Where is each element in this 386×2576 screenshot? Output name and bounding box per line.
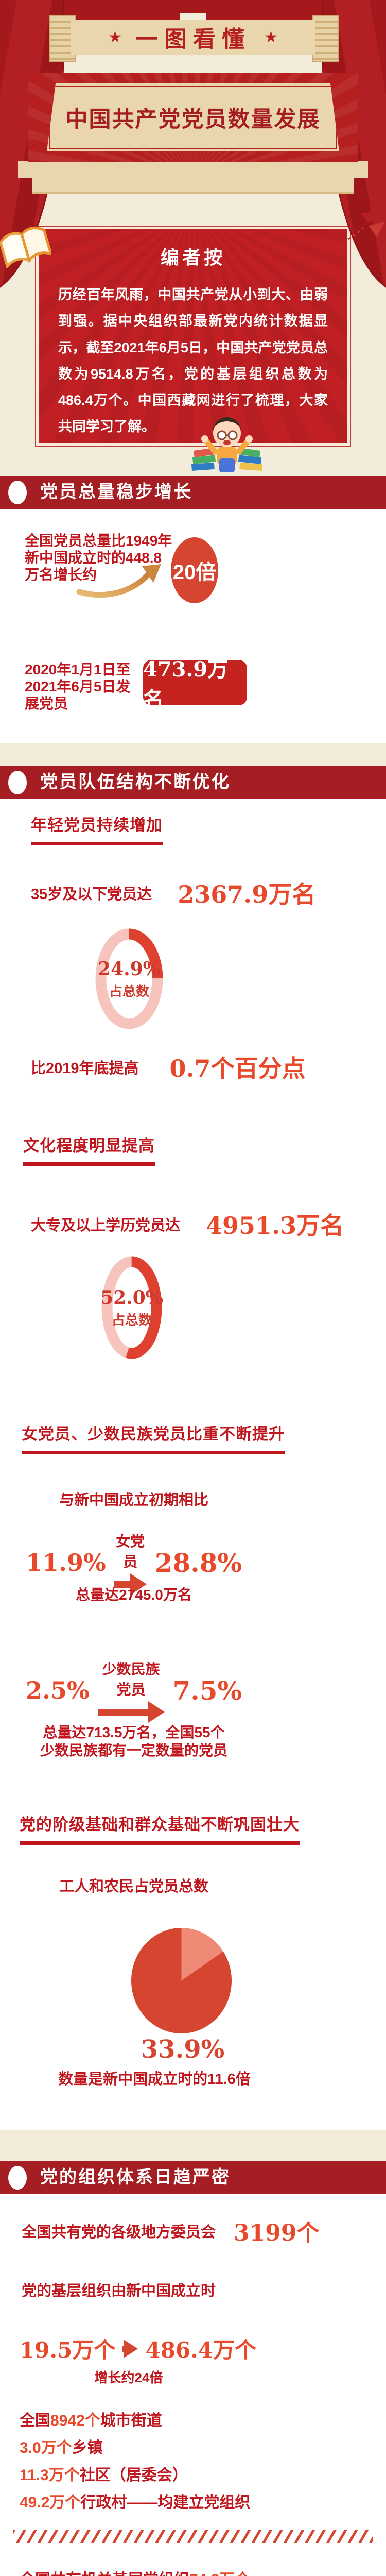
compare-label: 比2019年底提高 — [31, 1060, 139, 1077]
slash-divider — [13, 2530, 373, 2543]
women-from: 11.9% — [26, 1549, 106, 1577]
women-minority-heading: 女党员、少数民族党员比重不断提升 — [22, 1421, 285, 1454]
women-label: 女党员 — [116, 1533, 145, 1570]
workers-farmers-pie-chart — [131, 1928, 232, 2033]
section3-header-bar: 党的组织体系日趋严密 — [0, 2161, 386, 2194]
minority-total: 总量达713.5万名，全国55个 少数民族都有一定数量的党员 — [40, 1724, 227, 1758]
young-members-heading: 年轻党员持续增加 — [31, 812, 163, 845]
hero-badge-text: 一图看懂 — [135, 27, 251, 52]
grassroots-label: 党的基层组织由新中国成立时 — [22, 2283, 216, 2299]
star-icon: ★ — [264, 28, 278, 46]
section2-title: 党员队伍结构不断优化 — [40, 772, 231, 792]
pie-label: 工人和农民占党员总数 — [59, 1878, 208, 1895]
developed-members-label: 2020年1月1日至 2021年6月5日发 展党员 — [25, 662, 131, 712]
arrow-right-icon — [97, 1701, 165, 1723]
section-bullet-icon — [8, 480, 27, 504]
section2-header-bar: 党员队伍结构不断优化 — [0, 766, 386, 799]
pie-percent: 33.9% — [141, 2035, 225, 2064]
coverage-row: 全国8942个城市街道 — [20, 2412, 162, 2429]
editor-note-body: 历经百年风雨，中国共产党从小到大、由弱到强。据中央组织部最新党内统计数据显示，截… — [58, 287, 328, 435]
minority-to: 7.5% — [172, 1675, 242, 1706]
growth-note: 增长约24倍 — [94, 2370, 163, 2385]
young-members-value: 2367.9万名 — [178, 880, 316, 908]
section3-title: 党的组织体系日趋严密 — [40, 2167, 231, 2187]
section1-header-bar: 党员总量稳步增长 — [0, 476, 386, 509]
grassroots-transition-row: 19.5万个 486.4万个 — [20, 2333, 256, 2364]
donut-percent: 52.0% — [100, 1286, 163, 1309]
minority-from: 2.5% — [26, 1676, 90, 1704]
young-members-row: 35岁及以下党员达 2367.9万名 — [31, 876, 315, 910]
young-compare-row: 比2019年底提高 0.7个百分点 — [31, 1050, 306, 1084]
party-growth-label: 全国党员总量比1949年 新中国成立时的448.8 万名增长约 — [25, 533, 172, 583]
pie-note: 数量是新中国成立时的11.6倍 — [58, 2071, 251, 2088]
minority-label: 少数民族党员 — [102, 1661, 160, 1698]
section2-content: 年轻党员持续增加 35岁及以下党员达 2367.9万名 24.9% 占总数 比2… — [0, 799, 386, 2130]
donut-percent: 24.9% — [98, 958, 161, 980]
org-row: 全国共有机关基层党组织74.2万个 — [20, 2567, 250, 2576]
developed-members-value: 473.9万名 — [143, 657, 247, 711]
section-bullet-icon — [8, 770, 27, 794]
page-title: 中国共产党党员数量发展 — [65, 107, 321, 132]
section1-title: 党员总量稳步增长 — [40, 482, 192, 502]
education-row: 大专及以上学历党员达 4951.3万名 — [31, 1207, 344, 1241]
coverage-row: 49.2万个行政村——均建立党组织 — [20, 2494, 251, 2511]
women-total: 总量达2745.0万名 — [76, 1587, 192, 1603]
hero-title-panel: 中国共产党党员数量发展 — [47, 83, 339, 151]
class-base-heading: 党的阶级基础和群众基础不断巩固壮大 — [20, 1811, 300, 1845]
hero-badge: ★ 一图看懂 ★ — [71, 20, 315, 55]
section-bullet-icon — [8, 2165, 27, 2190]
grassroots-from: 19.5万个 — [20, 2337, 116, 2363]
committees-row: 全国共有党的各级地方委员会 3199个 — [22, 2214, 319, 2247]
donut-caption: 占总数 — [111, 1312, 152, 1328]
education-heading: 文化程度明显提高 — [23, 1132, 155, 1166]
coverage-row: 3.0万个乡镇 — [20, 2439, 103, 2456]
open-book-icon — [0, 226, 51, 269]
women-to: 28.8% — [154, 1547, 242, 1578]
committees-value: 3199个 — [234, 2220, 320, 2246]
gold-arrow-icon — [76, 564, 161, 598]
arrow-right-icon — [122, 2339, 138, 2358]
minority-transition-row: 2.5% 少数民族党员 7.5% — [26, 1658, 242, 1723]
editor-note-box: 编者按 历经百年风雨，中国共产党从小到大、由弱到强。据中央组织部最新党内统计数据… — [35, 226, 351, 447]
committees-label: 全国共有党的各级地方委员会 — [22, 2224, 216, 2241]
section3-content: 全国共有党的各级地方委员会 3199个 党的基层组织由新中国成立时 19.5万个… — [0, 2194, 386, 2576]
compare-intro: 与新中国成立初期相比 — [59, 1492, 208, 1509]
arrow-right-icon — [114, 1573, 147, 1595]
education-label: 大专及以上学历党员达 — [31, 1217, 181, 1234]
compare-value: 0.7个百分点 — [169, 1055, 306, 1082]
section1-content: 全国党员总量比1949年 新中国成立时的448.8 万名增长约 20倍 2020… — [0, 509, 386, 743]
donut-caption: 占总数 — [109, 983, 149, 999]
star-icon: ★ — [108, 28, 122, 46]
women-transition-row: 11.9% 女党员 28.8% — [26, 1530, 242, 1595]
hero-title-box: 中国共产党党员数量发展 — [28, 73, 358, 162]
editor-note-title: 编者按 — [160, 247, 225, 268]
education-donut-chart: 52.0% 占总数 — [100, 1256, 163, 1359]
education-value: 4951.3万名 — [206, 1212, 344, 1240]
paper-plane-icon — [347, 210, 385, 240]
cartoon-student-icon — [191, 417, 262, 472]
young-members-donut-chart: 24.9% 占总数 — [95, 928, 163, 1029]
banner-roll-right-icon — [312, 15, 339, 62]
hero-base-ribbon — [18, 161, 368, 194]
growth-multiple-badge: 20倍 — [171, 537, 218, 603]
young-members-label: 35岁及以下党员达 — [31, 886, 152, 903]
coverage-row: 11.3万个社区（居委会） — [20, 2467, 188, 2484]
grassroots-to: 486.4万个 — [145, 2337, 256, 2363]
